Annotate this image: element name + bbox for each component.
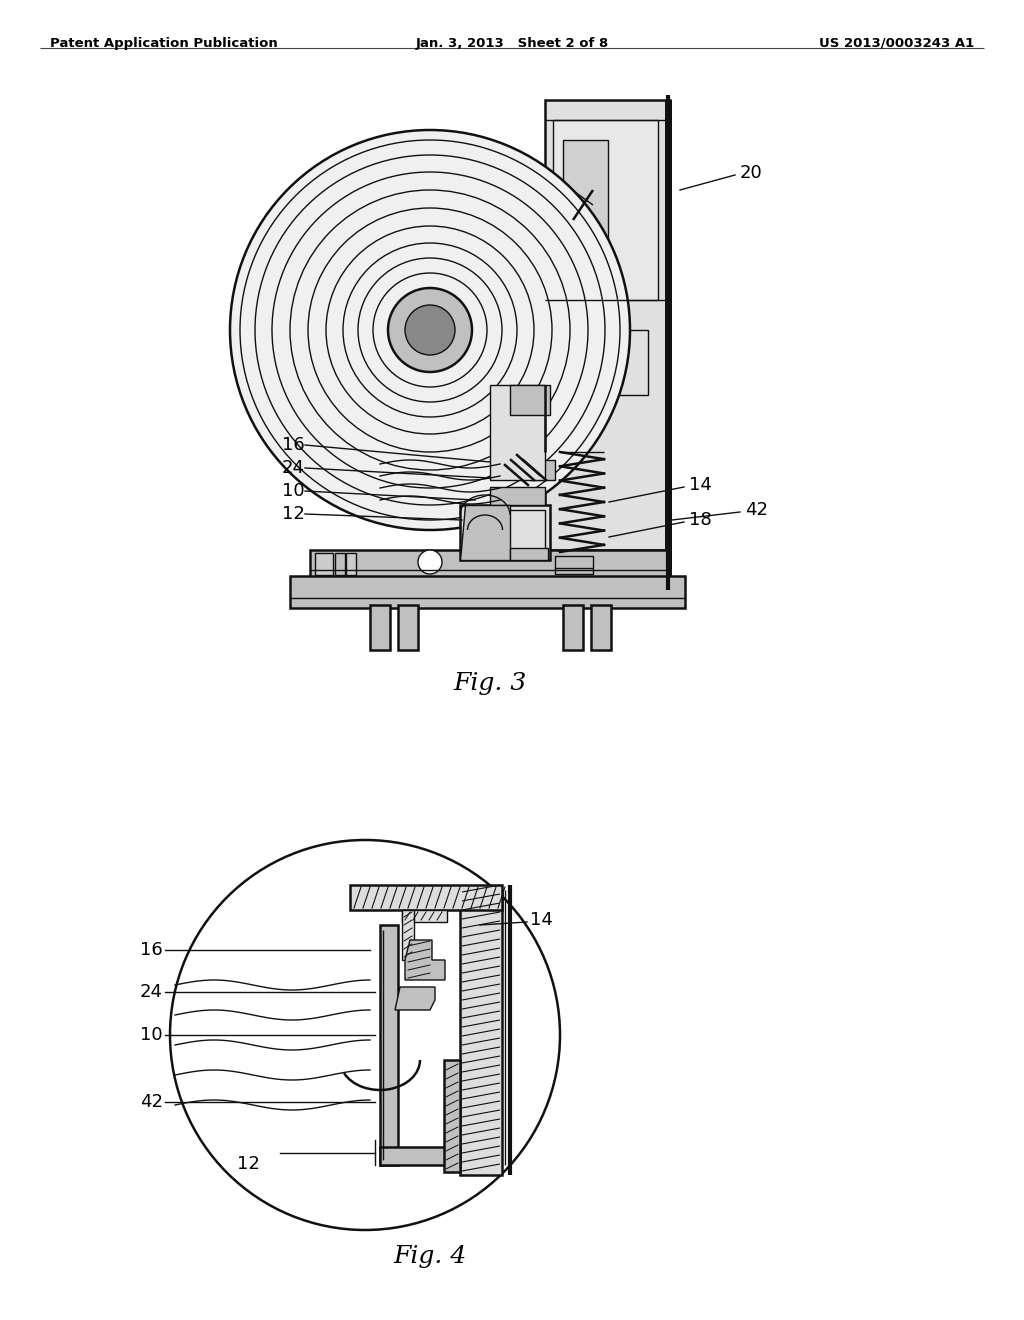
Bar [380, 1147, 460, 1166]
Bar [490, 385, 545, 480]
Circle shape [418, 550, 442, 574]
Bar [310, 550, 670, 579]
Bar [555, 556, 593, 574]
Bar [510, 548, 548, 560]
Bar [553, 120, 658, 300]
Bar [350, 884, 502, 909]
Circle shape [230, 129, 630, 531]
Bar [591, 605, 611, 649]
Bar [563, 140, 608, 271]
Text: 12: 12 [282, 506, 305, 523]
Bar [402, 909, 447, 921]
Text: US 2013/0003243 A1: US 2013/0003243 A1 [819, 37, 974, 50]
Bar [444, 1060, 460, 1172]
Text: 42: 42 [140, 1093, 163, 1111]
Circle shape [406, 305, 455, 355]
Circle shape [388, 288, 472, 372]
Polygon shape [395, 987, 435, 1010]
Polygon shape [460, 506, 510, 560]
Bar [567, 400, 579, 411]
Bar [665, 100, 672, 590]
Bar [370, 605, 390, 649]
Bar [553, 330, 648, 395]
Bar [563, 605, 583, 649]
Text: 20: 20 [740, 164, 763, 182]
Bar [510, 385, 550, 414]
Bar [346, 553, 356, 576]
Bar [380, 925, 398, 1166]
Bar [530, 459, 555, 480]
Text: 24: 24 [140, 983, 163, 1001]
Text: 42: 42 [745, 502, 768, 519]
Bar [398, 605, 418, 649]
Bar [335, 553, 345, 576]
Circle shape [170, 840, 560, 1230]
Text: 24: 24 [282, 459, 305, 477]
Text: 16: 16 [140, 941, 163, 960]
Bar [315, 553, 333, 576]
Text: 14: 14 [689, 477, 712, 494]
Text: 10: 10 [140, 1026, 163, 1044]
Polygon shape [406, 940, 445, 979]
Bar [490, 487, 545, 506]
Bar [460, 506, 550, 560]
Text: Fig. 4: Fig. 4 [393, 1245, 467, 1269]
Bar [545, 100, 670, 550]
Text: Patent Application Publication: Patent Application Publication [50, 37, 278, 50]
Bar [567, 304, 579, 313]
Text: 16: 16 [282, 436, 305, 454]
Bar [290, 576, 685, 609]
Text: 14: 14 [530, 911, 553, 929]
Text: 10: 10 [282, 482, 304, 500]
Text: Fig. 3: Fig. 3 [454, 672, 526, 696]
Bar [402, 909, 414, 960]
Text: Jan. 3, 2013   Sheet 2 of 8: Jan. 3, 2013 Sheet 2 of 8 [416, 37, 608, 50]
Bar [465, 510, 545, 554]
Text: 12: 12 [237, 1155, 259, 1173]
Text: 18: 18 [689, 511, 712, 529]
Bar [460, 890, 502, 1175]
